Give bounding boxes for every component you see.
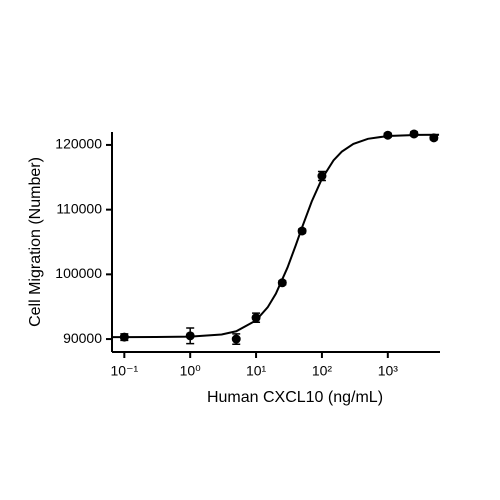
x-tick-label: 10² [312,363,333,379]
y-tick-label: 100000 [55,265,102,281]
data-point [231,334,241,344]
data-point [251,313,261,323]
x-tick-label: 10⁻¹ [111,363,139,379]
y-tick-label: 120000 [55,136,102,152]
x-tick-label: 10¹ [246,363,267,379]
x-tick-label: 10⁰ [180,363,202,379]
y-axis-label: Cell Migration (Number) [27,157,44,327]
x-tick-label: 10³ [378,363,399,379]
x-axis-label: Human CXCL10 (ng/mL) [207,389,383,406]
data-point [409,129,419,139]
y-tick-label: 110000 [56,200,102,216]
fit-curve [112,133,440,339]
y-tick-label: 90000 [63,330,102,346]
